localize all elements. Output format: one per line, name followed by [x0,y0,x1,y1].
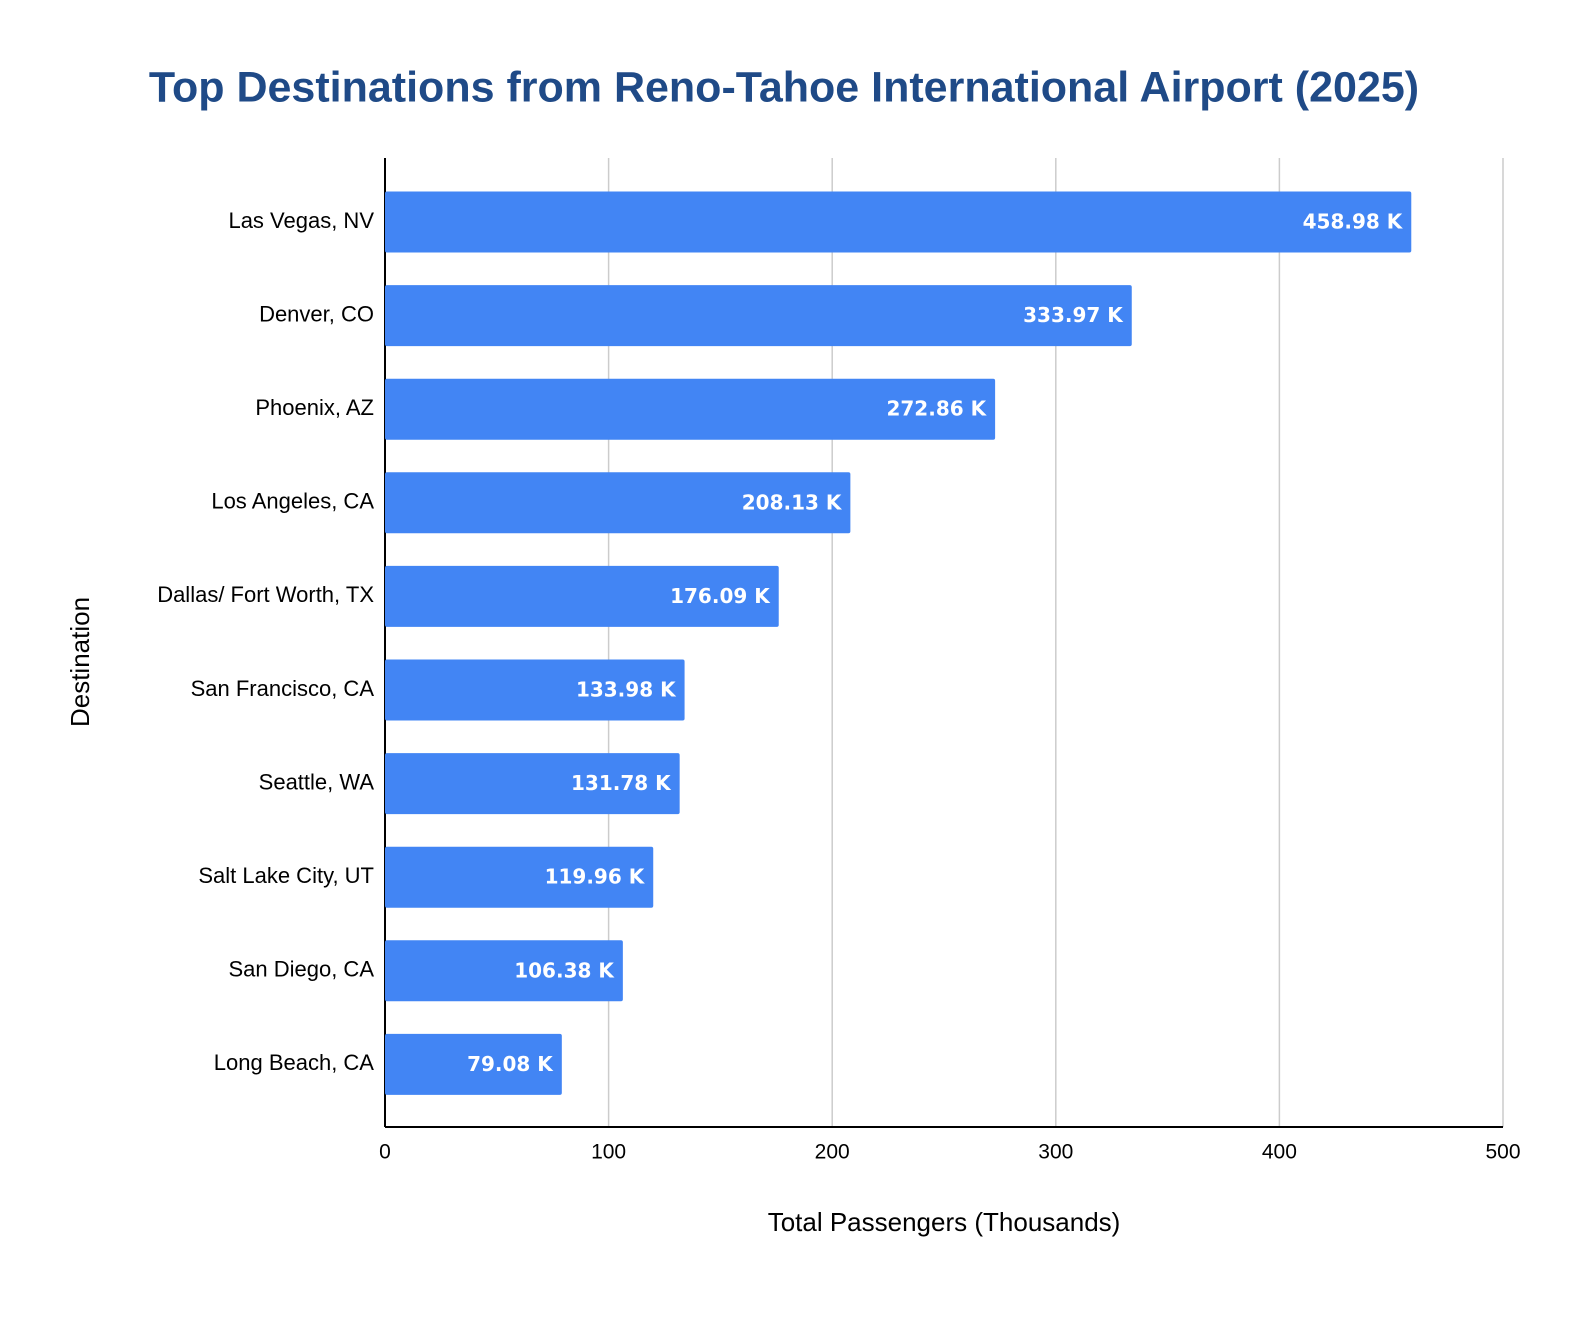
value-label: 208.13 K [742,490,843,514]
y-tick-label: Las Vegas, NV [228,208,374,233]
chart-title: Top Destinations from Reno-Tahoe Interna… [149,63,1419,111]
value-label: 133.98 K [576,678,677,702]
y-tick-label: Seattle, WA [259,769,375,794]
value-label: 458.98 K [1303,210,1404,234]
value-label: 176.09 K [670,584,771,608]
bar [385,753,680,815]
y-tick-label: San Francisco, CA [191,676,375,701]
value-label: 119.96 K [545,865,646,889]
value-label: 272.86 K [886,397,987,421]
bar [385,659,685,721]
y-tick-label: San Diego, CA [228,957,374,982]
bar [385,191,1412,253]
y-tick-label: Denver, CO [259,301,374,326]
bar [385,378,996,440]
y-tick-label: Salt Lake City, UT [198,863,374,888]
y-axis-label: Destination [65,597,95,727]
bar [385,472,851,534]
x-tick-label: 100 [591,1141,626,1164]
y-tick-label: Phoenix, AZ [255,395,374,420]
value-label: 333.97 K [1023,303,1124,327]
x-axis-label: Total Passengers (Thousands) [768,1207,1121,1237]
value-label: 131.78 K [571,771,672,795]
bar [385,565,779,627]
bar [385,285,1132,347]
bar [385,940,623,1002]
x-tick-label: 300 [1038,1141,1073,1164]
bar [385,846,654,908]
x-tick-label: 200 [815,1141,850,1164]
x-tick-label: 500 [1485,1141,1520,1164]
x-tick-label: 0 [379,1141,391,1164]
y-tick-label: Long Beach, CA [214,1050,375,1075]
y-tick-label: Dallas/ Fort Worth, TX [157,582,374,607]
value-label: 106.38 K [514,958,615,982]
bar [385,1033,562,1095]
y-tick-label: Los Angeles, CA [211,489,374,514]
value-label: 79.08 K [467,1052,554,1076]
x-tick-label: 400 [1262,1141,1297,1164]
